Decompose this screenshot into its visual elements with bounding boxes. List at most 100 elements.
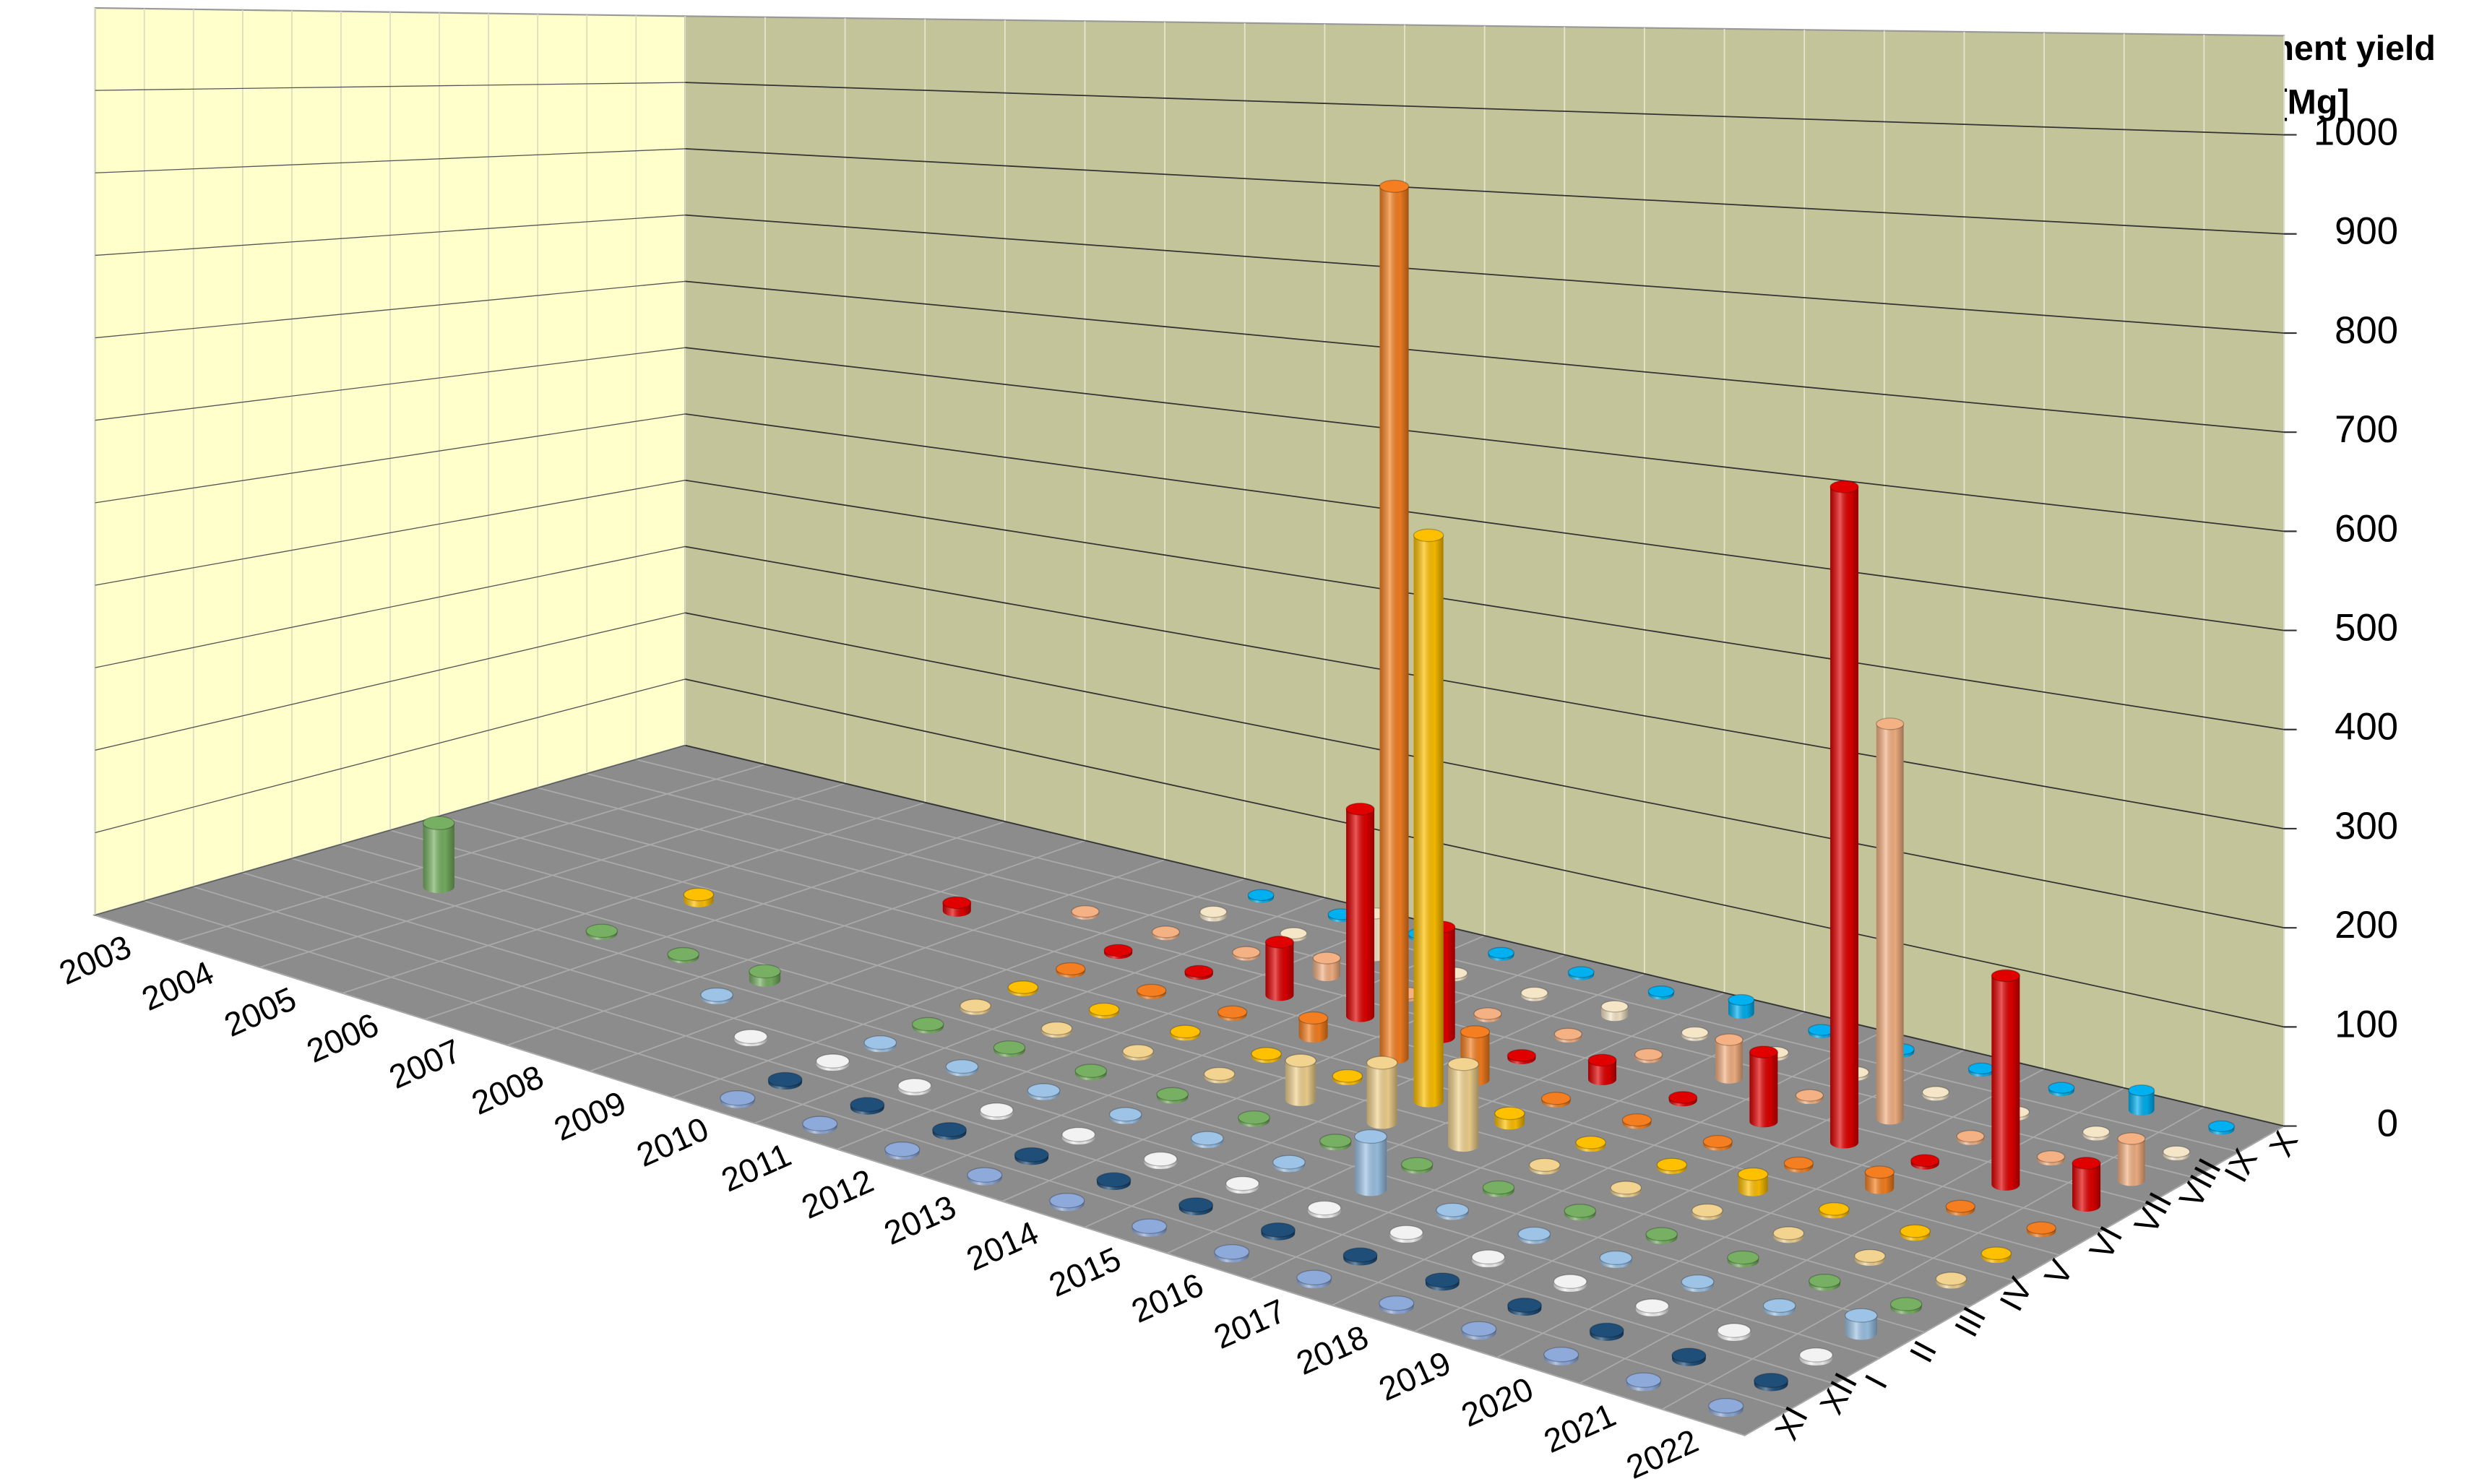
cylinder-top (585, 923, 618, 939)
cylinder-top (1103, 944, 1133, 957)
chart-title: [Mg] (2276, 83, 2350, 122)
cylinder-top (667, 946, 700, 962)
cylinder-top (1564, 1204, 1597, 1218)
cylinder-top (1668, 1091, 1698, 1104)
cylinder-shade (1715, 1040, 1743, 1084)
cylinder (1749, 1045, 1779, 1128)
cylinder-top (1520, 986, 1548, 999)
cylinder-shade (1448, 1064, 1479, 1152)
cylinder-top (960, 998, 991, 1013)
cylinder (1494, 1106, 1525, 1130)
cylinder (422, 816, 455, 894)
cylinder-top (1389, 1225, 1423, 1241)
cylinder-top (1749, 1045, 1779, 1059)
x-tick-label: 2012 (796, 1162, 879, 1226)
cylinder (1819, 1202, 1850, 1219)
cylinder-top (749, 964, 781, 979)
cylinder-top (1225, 1175, 1259, 1191)
cylinder-top (1461, 1321, 1497, 1337)
x-tick-label: 2020 (1456, 1370, 1539, 1434)
cylinder-top (1088, 1002, 1120, 1017)
cylinder (1507, 1298, 1542, 1316)
cylinder (1071, 905, 1100, 920)
floor-line (291, 858, 1925, 1333)
cylinder-top (1715, 1033, 1744, 1046)
cylinder-top (1471, 1249, 1506, 1265)
cylinder-shade (1728, 999, 1754, 1019)
cylinder-top (683, 887, 715, 902)
cylinder (1487, 946, 1514, 961)
cylinder (1783, 1156, 1814, 1173)
cylinder-top (932, 1122, 967, 1138)
cylinder-top (1702, 1134, 1733, 1149)
cylinder-top (1345, 802, 1375, 816)
grid-line (95, 745, 686, 916)
cylinder-top (1600, 1000, 1629, 1013)
cylinder (1553, 1027, 1582, 1043)
grid-line (95, 545, 686, 668)
cylinder (767, 1071, 803, 1090)
cylinder-top (1967, 1062, 1995, 1075)
cylinder-top (1626, 1372, 1662, 1388)
cylinder (1136, 983, 1167, 999)
cylinder-shade (1830, 486, 1859, 1149)
cylinder-top (802, 1116, 838, 1131)
cylinder (720, 1090, 756, 1108)
grid-line (685, 214, 2285, 334)
grid-line (685, 148, 2285, 235)
x-tick-label: 2022 (1621, 1422, 1704, 1484)
cylinder (1156, 1087, 1189, 1104)
cylinder (1447, 1057, 1480, 1152)
cylinder (1007, 980, 1039, 996)
cylinder (1103, 944, 1133, 959)
x-tick-label: 2015 (1043, 1240, 1126, 1304)
cylinder (1715, 1033, 1744, 1084)
cylinder-shade (1354, 1136, 1387, 1196)
cylinder (1214, 1244, 1250, 1263)
cylinder-top (911, 1017, 944, 1032)
grid-line (95, 82, 686, 91)
cylinder-top (2026, 1221, 2056, 1235)
cylinder (1425, 1272, 1460, 1291)
cylinder (1170, 1024, 1201, 1041)
cylinder (733, 1029, 768, 1047)
cylinder (1345, 802, 1375, 1022)
cylinder (1681, 1026, 1709, 1041)
cylinder-shade (1749, 1052, 1778, 1128)
cylinder (1795, 1089, 1824, 1105)
cylinder-top (1543, 1347, 1579, 1363)
y-tick-label: 700 (2335, 408, 2398, 451)
cylinder-shade (1313, 958, 1341, 981)
y-tick-label: 800 (2335, 309, 2398, 352)
cylinder (1935, 1272, 1967, 1289)
cylinder-top (2208, 1120, 2236, 1133)
cylinder-top (1007, 980, 1039, 994)
cylinder-top (1264, 936, 1295, 949)
cylinder-top (1717, 1323, 1751, 1338)
cylinder-top (1199, 905, 1228, 918)
cylinder-top (1156, 1087, 1189, 1102)
cylinder (1307, 1200, 1342, 1219)
cylinder (1379, 179, 1410, 1064)
cylinder-top (1589, 1322, 1624, 1338)
cylinder (1876, 717, 1905, 1125)
cylinder-top (1681, 1026, 1709, 1039)
cylinder (1681, 1274, 1715, 1293)
cylinder-top (1681, 1274, 1715, 1290)
floor-line (242, 872, 1880, 1359)
cylinder (1296, 1269, 1332, 1289)
cylinder (1251, 1047, 1282, 1064)
cylinder (2026, 1221, 2056, 1238)
cylinder-top (1061, 1127, 1096, 1142)
cylinder-top (2128, 1084, 2155, 1097)
z-tick-label: II (1902, 1334, 1944, 1368)
cylinder (1332, 1069, 1363, 1085)
cylinder (1061, 1127, 1096, 1145)
cylinder-top (1854, 1248, 1886, 1263)
cylinder-top (1482, 1180, 1515, 1195)
grid-line (685, 280, 2285, 433)
cylinder (884, 1142, 921, 1160)
grid-line (95, 413, 686, 504)
cylinder-top (1876, 717, 1905, 730)
x-tick-label: 2014 (961, 1214, 1044, 1278)
